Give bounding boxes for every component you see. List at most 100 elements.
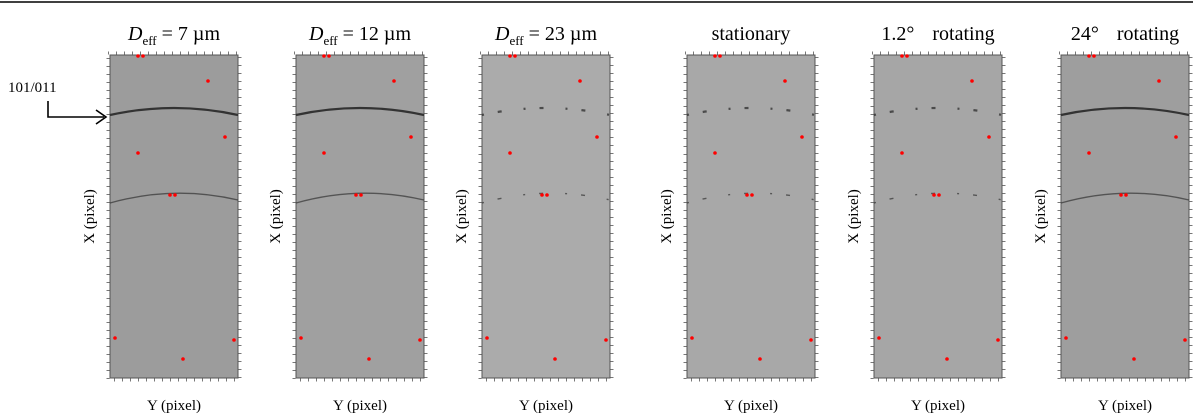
reflection-spot <box>223 135 227 139</box>
reflection-spot <box>136 151 140 155</box>
reflection-spot <box>1124 193 1128 197</box>
reflection-spot <box>508 54 512 58</box>
y-axis-label: Y (pixel) <box>333 398 387 414</box>
reflection-spot <box>513 54 517 58</box>
reflection-spot <box>545 193 549 197</box>
reflection-spot <box>809 338 813 342</box>
panel-title: stationary <box>712 23 791 45</box>
panel-title: 1.2° rotating <box>881 23 994 45</box>
arrow-head <box>95 109 108 125</box>
reflection-spot <box>877 336 881 340</box>
reflection-spot <box>783 79 787 83</box>
reflection-spot <box>322 151 326 155</box>
reflection-spot <box>932 193 936 197</box>
x-axis-label: X (pixel) <box>1033 189 1049 244</box>
arrow <box>47 101 104 118</box>
x-axis-label: X (pixel) <box>659 189 675 244</box>
reflection-spot <box>713 54 717 58</box>
panel-title: Deff = 23 µm <box>494 23 597 48</box>
reflection-spot <box>595 135 599 139</box>
reflection-spot <box>113 336 117 340</box>
title-text: stationary <box>712 23 791 45</box>
reflection-spot <box>750 193 754 197</box>
title-text: rotating <box>932 23 994 45</box>
reflection-spot <box>900 151 904 155</box>
ring <box>295 106 425 117</box>
title-angle: 1.2° <box>881 23 914 45</box>
y-axis-label: Y (pixel) <box>911 398 965 414</box>
annotation: 101/011 <box>8 80 57 96</box>
reflection-spot <box>322 54 326 58</box>
reflection-spot <box>905 54 909 58</box>
ring <box>295 192 425 204</box>
reflection-spot <box>945 357 949 361</box>
y-axis-label: Y (pixel) <box>1098 398 1152 414</box>
diffraction-image <box>481 54 611 379</box>
reflection-spot <box>136 54 140 58</box>
title-text: = 7 µm <box>162 23 221 45</box>
reflection-spot <box>359 193 363 197</box>
reflection-spot <box>392 79 396 83</box>
reflection-spot <box>1174 135 1178 139</box>
reflection-spot <box>1087 54 1091 58</box>
diffraction-image <box>686 54 816 379</box>
panel: 24° rotating X (pixel) Y (pixel) <box>1033 23 1193 414</box>
title-symbol: D <box>308 23 324 45</box>
reflection-spot <box>745 193 749 197</box>
panel: Deff = 7 µm X (pixel) Y (pixel) <box>82 23 242 414</box>
reflection-spot <box>937 193 941 197</box>
reflection-spot <box>168 193 172 197</box>
title-symbol: D <box>494 23 510 45</box>
reflection-spot <box>1064 336 1068 340</box>
ring <box>1060 192 1190 204</box>
reflection-spot <box>367 357 371 361</box>
panel: stationary X (pixel) Y (pixel) <box>659 23 819 414</box>
reflection-spot <box>604 338 608 342</box>
y-axis-label: Y (pixel) <box>724 398 778 414</box>
title-text: = 12 µm <box>343 23 412 45</box>
panel-title: 24° rotating <box>1071 23 1179 45</box>
title-text: rotating <box>1117 23 1179 45</box>
diffraction-image <box>295 54 425 379</box>
reflection-spot <box>758 357 762 361</box>
reflection-spot <box>1092 54 1096 58</box>
reflection-spot <box>409 135 413 139</box>
reflection-spot <box>996 338 1000 342</box>
title-symbol: D <box>127 23 143 45</box>
reflection-spot <box>508 151 512 155</box>
diffraction-image <box>1060 54 1190 379</box>
panel: 1.2° rotating X (pixel) Y (pixel) <box>846 23 1006 414</box>
reflection-spot <box>1157 79 1161 83</box>
x-axis-label: X (pixel) <box>846 189 862 244</box>
reflection-spot <box>540 193 544 197</box>
ring <box>109 192 239 204</box>
reflection-spot <box>299 336 303 340</box>
y-axis-label: Y (pixel) <box>147 398 201 414</box>
ring <box>109 106 239 117</box>
reflection-spot <box>1119 193 1123 197</box>
reflection-spot <box>181 357 185 361</box>
panel-title: Deff = 12 µm <box>308 23 411 48</box>
ring <box>1060 106 1190 117</box>
reflection-spot <box>1087 151 1091 155</box>
reflection-spot <box>1183 338 1187 342</box>
reflection-spot <box>553 357 557 361</box>
reflection-spot <box>173 193 177 197</box>
diffraction-image <box>873 54 1003 379</box>
x-axis-label: X (pixel) <box>82 189 98 244</box>
reflection-spot <box>900 54 904 58</box>
reflection-spot <box>141 54 145 58</box>
x-axis-label: X (pixel) <box>454 189 470 244</box>
y-axis-label: Y (pixel) <box>519 398 573 414</box>
reflection-spot <box>418 338 422 342</box>
reflection-spot <box>1132 357 1136 361</box>
reflection-spot <box>800 135 804 139</box>
reflection-spot <box>232 338 236 342</box>
reflection-spot <box>578 79 582 83</box>
title-text: = 23 µm <box>529 23 598 45</box>
reflection-spot <box>970 79 974 83</box>
panel: Deff = 12 µm X (pixel) Y (pixel) <box>268 23 428 414</box>
x-axis-label: X (pixel) <box>268 189 284 244</box>
reflection-spot <box>987 135 991 139</box>
